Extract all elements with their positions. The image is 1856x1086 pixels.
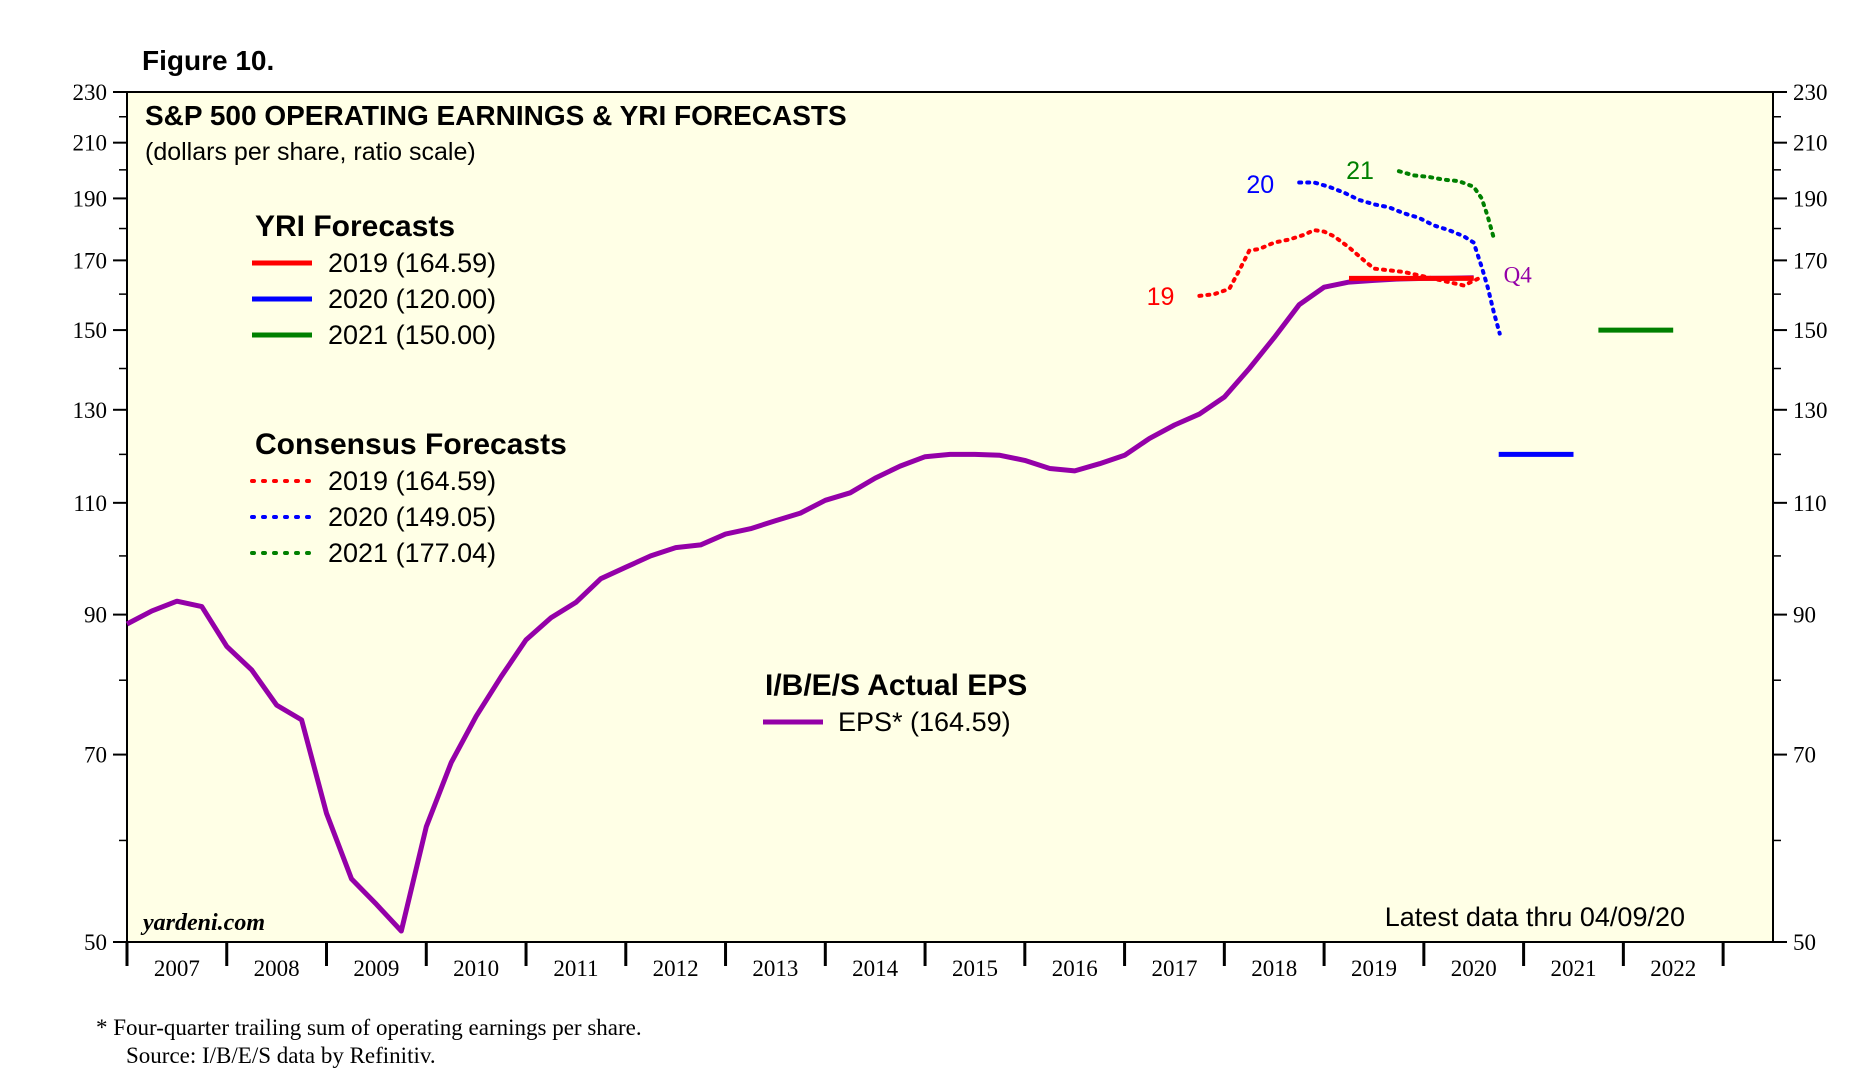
x-tick-label: 2008 [254, 956, 300, 981]
y-tick-label-left: 70 [84, 743, 107, 768]
y-tick-label-right: 190 [1793, 186, 1828, 211]
chart-subtitle: (dollars per share, ratio scale) [145, 138, 476, 166]
y-tick-label-right: 210 [1793, 131, 1828, 156]
latest-data-note: Latest data thru 04/09/20 [1385, 902, 1685, 932]
y-axis-left: 50 70 90 110 130 150 170 190 210 230 [73, 80, 127, 955]
x-tick-label: 2022 [1650, 956, 1696, 981]
y-tick-label-right: 70 [1793, 743, 1816, 768]
x-tick-label: 2019 [1351, 956, 1397, 981]
figure-label: Figure 10. [142, 45, 274, 76]
y-tick-label-right: 110 [1793, 491, 1827, 516]
footnote-line-2: Source: I/B/E/S data by Refinitiv. [126, 1043, 436, 1068]
x-axis: 2007 2008 2009 2010 2011 2012 2013 2014 2015 2016… [125, 942, 1725, 981]
y-tick-label-left: 230 [73, 80, 108, 105]
y-tick-label-left: 150 [73, 318, 108, 343]
x-tick-label: 2014 [852, 956, 899, 981]
source-mark: yardeni.com [140, 910, 265, 936]
legend-yri-heading: YRI Forecasts [255, 210, 455, 243]
annotation-label: 21 [1346, 157, 1374, 185]
legend-entry-label: 2019 (164.59) [328, 248, 496, 278]
annotation-label: 20 [1246, 171, 1274, 199]
legend-yri: YRI Forecasts 2019 (164.59) 2020 (120.00)… [252, 210, 496, 350]
y-tick-label-right: 170 [1793, 248, 1828, 273]
y-tick-label-right: 50 [1793, 930, 1816, 955]
x-tick-label: 2016 [1052, 956, 1098, 981]
legend-entry-label: 2021 (177.04) [328, 538, 496, 568]
series-line-0 [125, 275, 1474, 934]
y-tick-label-left: 130 [73, 398, 108, 423]
legend-actual: I/B/E/S Actual EPS EPS* (164.59) [763, 669, 1027, 737]
x-tick-label: 2013 [752, 956, 798, 981]
footnote-line-1: * Four-quarter trailing sum of operating… [96, 1015, 642, 1040]
x-tick-label: 2012 [653, 956, 699, 981]
y-tick-label-left: 190 [73, 186, 108, 211]
y-tick-label-right: 150 [1793, 318, 1828, 343]
y-tick-label-left: 170 [73, 248, 108, 273]
legend-consensus-heading: Consensus Forecasts [255, 428, 567, 461]
legend-entry-label: 2020 (120.00) [328, 284, 496, 314]
x-tick-label: 2020 [1451, 956, 1497, 981]
series-layer [125, 169, 1674, 934]
y-tick-label-right: 130 [1793, 398, 1828, 423]
y-tick-label-left: 110 [73, 491, 107, 516]
x-tick-label: 2011 [553, 956, 598, 981]
y-axis-right: 50 70 90 110 130 150 170 190 210 230 [1773, 80, 1828, 955]
legend-entry-label: 2019 (164.59) [328, 466, 496, 496]
chart-title: S&P 500 OPERATING EARNINGS & YRI FORECAS… [145, 100, 847, 131]
y-tick-label-left: 90 [84, 603, 107, 628]
x-tick-label: 2018 [1251, 956, 1297, 981]
y-tick-label-left: 50 [84, 930, 107, 955]
legend-consensus: Consensus Forecasts 2019 (164.59) 2020 (1… [250, 428, 567, 568]
legend-entry-label: 2020 (149.05) [328, 502, 496, 532]
x-tick-label: 2009 [353, 956, 399, 981]
plot-area [126, 91, 1774, 943]
x-tick-label: 2010 [453, 956, 499, 981]
y-tick-label-right: 230 [1793, 80, 1828, 105]
annotation-label: Q4 [1504, 263, 1533, 288]
legend-entry-label: 2021 (150.00) [328, 320, 496, 350]
legend-actual-heading: I/B/E/S Actual EPS [765, 669, 1027, 702]
series-line-4 [1197, 228, 1481, 298]
x-tick-label: 2015 [952, 956, 998, 981]
annotation-layer: 19 20 21 Q4 [1147, 157, 1533, 311]
series-line-5 [1297, 180, 1502, 336]
x-tick-label: 2007 [154, 956, 200, 981]
x-tick-label: 2021 [1550, 956, 1596, 981]
y-tick-label-right: 90 [1793, 603, 1816, 628]
annotation-label: 19 [1147, 283, 1175, 311]
y-tick-label-left: 210 [73, 131, 108, 156]
legend-entry-label: EPS* (164.59) [838, 707, 1011, 737]
x-tick-label: 2017 [1151, 956, 1197, 981]
series-line-6 [1396, 169, 1496, 240]
